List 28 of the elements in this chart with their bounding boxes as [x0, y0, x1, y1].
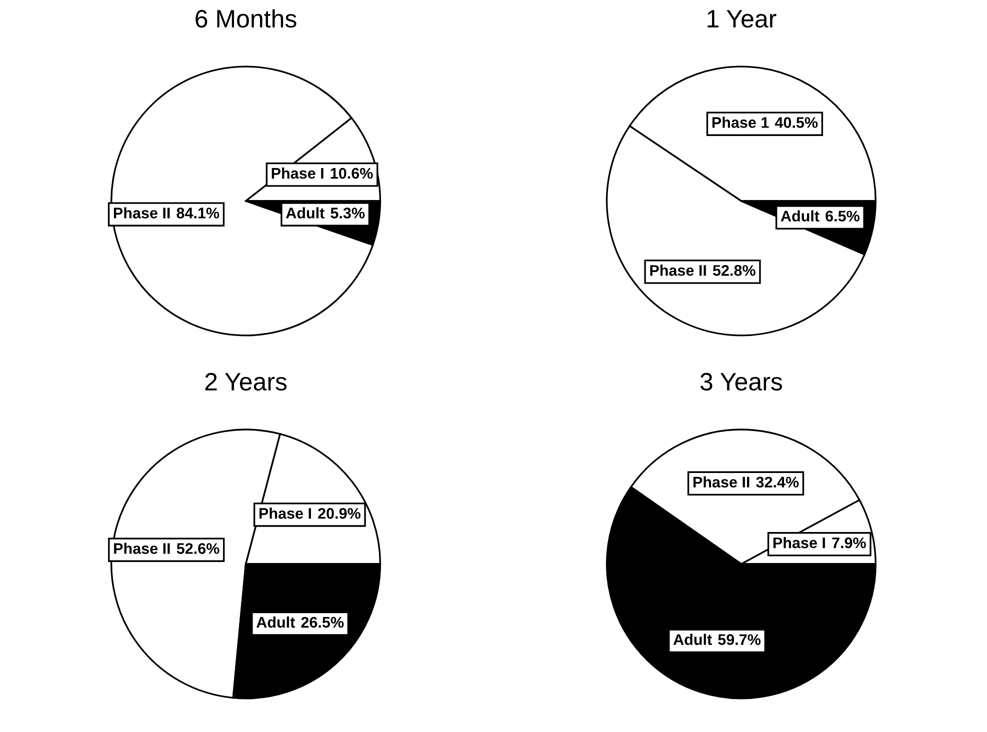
- data-label: 84.1%: [176, 208, 220, 218]
- data-label: 7.9%: [832, 537, 866, 548]
- slice-label: Adult: [780, 210, 820, 222]
- data-label: 52.6%: [176, 543, 220, 554]
- slice-label: Adult: [256, 616, 295, 628]
- slice-label: Phase I: [773, 537, 825, 548]
- chart-title: 6 Months: [196, 9, 296, 28]
- slice-label: Phase II: [693, 476, 750, 488]
- data-label: 40.5%: [774, 117, 818, 128]
- slice-label: Adult: [673, 634, 712, 645]
- data-label: 32.4%: [756, 476, 799, 488]
- slice-label: Phase II: [650, 264, 706, 276]
- data-label: 26.5%: [301, 616, 344, 628]
- chart-title: 1 Year: [708, 10, 776, 28]
- chart-title: 3 Years: [700, 372, 782, 391]
- slice-label: Phase 1: [712, 116, 769, 128]
- data-label: 20.9%: [318, 508, 360, 519]
- data-label: 10.6%: [330, 168, 373, 179]
- slice-label: Phase I: [272, 167, 324, 179]
- chart-title: 2 Years: [205, 372, 287, 391]
- slice-label: Phase I: [260, 508, 311, 519]
- data-label: 6.5%: [826, 210, 860, 222]
- slice-label: Phase II: [114, 207, 170, 218]
- data-label: 5.3%: [330, 208, 365, 218]
- data-label: 52.8%: [712, 265, 756, 276]
- slice-label: Adult: [286, 207, 324, 218]
- data-label: 59.7%: [718, 634, 761, 645]
- slice-label: Phase II: [114, 542, 170, 554]
